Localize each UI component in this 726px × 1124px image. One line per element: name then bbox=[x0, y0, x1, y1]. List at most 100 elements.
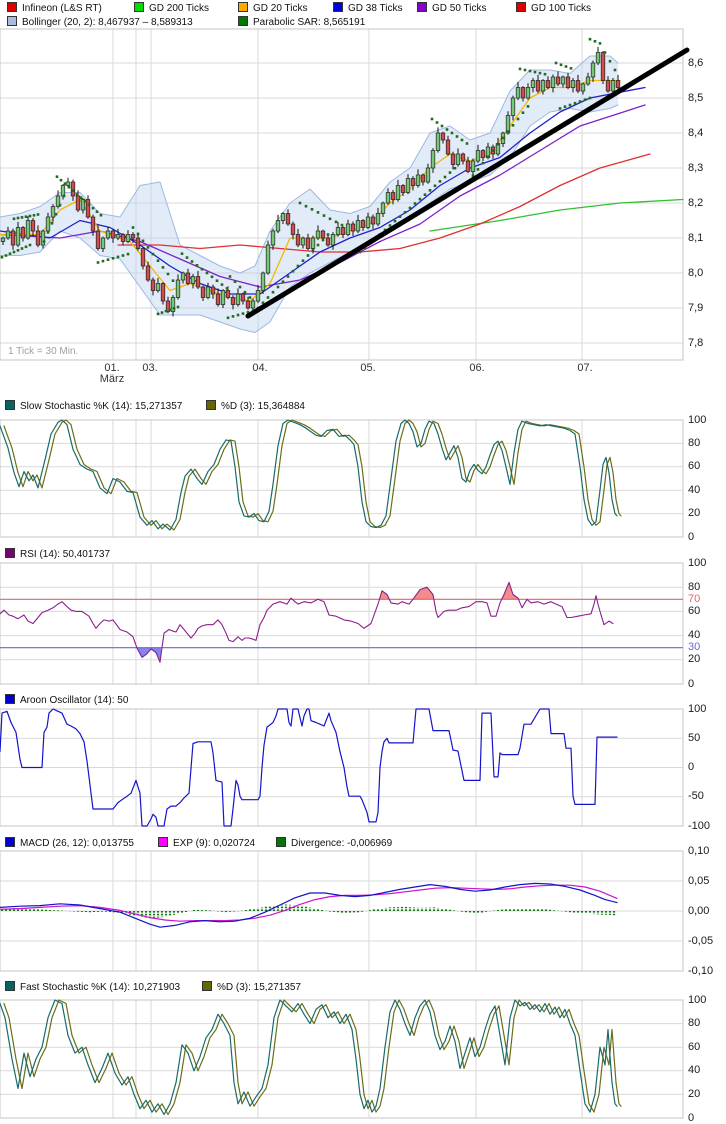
candle-body bbox=[225, 290, 231, 298]
candle-body bbox=[310, 237, 316, 249]
y-axis-tick: 0 bbox=[688, 761, 695, 773]
parabolic-sar-dot bbox=[28, 214, 32, 218]
candle-body bbox=[455, 153, 461, 165]
legend-label: Aroon Oscillator (14): 50 bbox=[20, 695, 129, 706]
parabolic-sar-dot bbox=[563, 105, 567, 108]
candle-body bbox=[80, 199, 86, 211]
candle-body bbox=[445, 139, 451, 155]
parabolic-sar-dot bbox=[393, 219, 397, 223]
parabolic-sar-dot bbox=[12, 217, 16, 221]
parabolic-sar-dot bbox=[20, 216, 24, 219]
parabolic-sar-dot bbox=[220, 283, 224, 286]
parabolic-sar-dot bbox=[403, 211, 407, 214]
panel-border bbox=[0, 850, 684, 972]
exp-line bbox=[0, 884, 618, 922]
parabolic-sar-dot bbox=[583, 98, 587, 101]
parabolic-sar-dot bbox=[516, 117, 520, 121]
candle-body bbox=[220, 290, 226, 305]
gd200-line bbox=[429, 198, 684, 232]
parabolic-sar-dot bbox=[231, 315, 235, 318]
parabolic-sar-dot bbox=[243, 290, 247, 294]
legend-label: EXP (9): 0,020724 bbox=[173, 838, 256, 849]
parabolic-sar-dot bbox=[215, 279, 219, 282]
parabolic-sar-dot bbox=[453, 166, 457, 170]
legend-item: EXP (9): 0,020724 bbox=[158, 837, 256, 849]
candle-body bbox=[15, 227, 21, 246]
y-axis-tick: 40 bbox=[688, 1064, 701, 1077]
parabolic-sar-dot bbox=[266, 296, 270, 299]
candle-body bbox=[345, 223, 351, 235]
parabolic-sar-dot bbox=[20, 247, 24, 250]
parabolic-sar-dot bbox=[543, 72, 547, 76]
candle-body bbox=[600, 52, 606, 81]
legend-item: Slow Stochastic %K (14): 15,271357 bbox=[5, 400, 182, 412]
legend-item: Aroon Oscillator (14): 50 bbox=[5, 694, 129, 706]
candle-body bbox=[45, 216, 51, 232]
legend-swatch-icon bbox=[7, 16, 17, 26]
y-axis-tick: 8,1 bbox=[688, 231, 704, 244]
legend-item: Bollinger (20, 2): 8,467937 – 8,589313 bbox=[7, 16, 193, 28]
parabolic-sar-dot bbox=[8, 252, 12, 255]
trend-line bbox=[245, 47, 690, 319]
candle-body bbox=[435, 132, 441, 151]
parabolic-sar-dot bbox=[185, 256, 189, 259]
parabolic-sar-dot bbox=[131, 226, 135, 229]
parabolic-sar-dot bbox=[460, 138, 464, 142]
parabolic-sar-dot bbox=[608, 59, 612, 63]
parabolic-sar-dot bbox=[281, 280, 285, 283]
candle-body bbox=[605, 80, 611, 92]
parabolic-sar-dot bbox=[358, 250, 362, 254]
x-axis-date-label: 07. bbox=[577, 362, 593, 374]
x-axis-date-label: 06. bbox=[469, 362, 485, 374]
legend-swatch-icon bbox=[5, 548, 15, 558]
legend-label: %D (3): 15,364884 bbox=[221, 401, 305, 412]
candle-body bbox=[375, 213, 381, 225]
y-axis-tick: 100 bbox=[688, 413, 707, 426]
candle-body bbox=[250, 300, 256, 309]
parabolic-sar-dot bbox=[613, 68, 617, 72]
stoch_fast-percent-d-line bbox=[3, 999, 622, 1116]
parabolic-sar-dot bbox=[413, 202, 417, 205]
legend-label: GD 100 Ticks bbox=[531, 3, 592, 14]
parabolic-sar-dot bbox=[328, 217, 332, 221]
rsi-overbought-zone bbox=[414, 587, 433, 600]
parabolic-sar-dot bbox=[311, 249, 315, 252]
legend-swatch-icon bbox=[134, 2, 144, 12]
legend-item: %D (3): 15,271357 bbox=[202, 981, 301, 993]
parabolic-sar-dot bbox=[518, 67, 522, 71]
legend-swatch-icon bbox=[206, 400, 216, 410]
x-axis-date-label: 03. bbox=[142, 362, 158, 374]
legend-item: GD 50 Ticks bbox=[417, 2, 486, 14]
panel-border bbox=[0, 419, 684, 538]
parabolic-sar-dot bbox=[46, 231, 50, 234]
x-axis-date-label: 05. bbox=[360, 362, 376, 374]
legend-item: GD 20 Ticks bbox=[238, 2, 307, 14]
parabolic-sar-dot bbox=[423, 193, 427, 196]
y-axis-tick: 60 bbox=[688, 460, 701, 473]
parabolic-sar-dot bbox=[558, 107, 562, 110]
parabolic-sar-dot bbox=[471, 174, 475, 177]
parabolic-sar-dot bbox=[306, 254, 310, 257]
candle-body bbox=[290, 223, 296, 235]
parabolic-sar-dot bbox=[172, 307, 176, 310]
parabolic-sar-dot bbox=[91, 206, 95, 210]
parabolic-sar-dot bbox=[156, 312, 160, 316]
parabolic-sar-dot bbox=[160, 311, 164, 314]
candle-body bbox=[235, 293, 241, 305]
legend-swatch-icon bbox=[238, 16, 248, 26]
candle-body bbox=[245, 300, 251, 309]
legend-label: Infineon (L&S RT) bbox=[22, 3, 102, 14]
parabolic-sar-dot bbox=[554, 61, 558, 65]
parabolic-sar-dot bbox=[573, 101, 577, 105]
y-axis-tick: 70 bbox=[688, 592, 701, 605]
candle-body bbox=[265, 244, 271, 274]
candle-body bbox=[335, 227, 341, 235]
candle-body bbox=[30, 220, 36, 232]
parabolic-sar-dot bbox=[296, 264, 300, 268]
y-axis-tick: 7,8 bbox=[688, 336, 704, 349]
legend-swatch-icon bbox=[5, 694, 15, 704]
legend-swatch-icon bbox=[5, 837, 15, 847]
parabolic-sar-dot bbox=[67, 185, 71, 189]
